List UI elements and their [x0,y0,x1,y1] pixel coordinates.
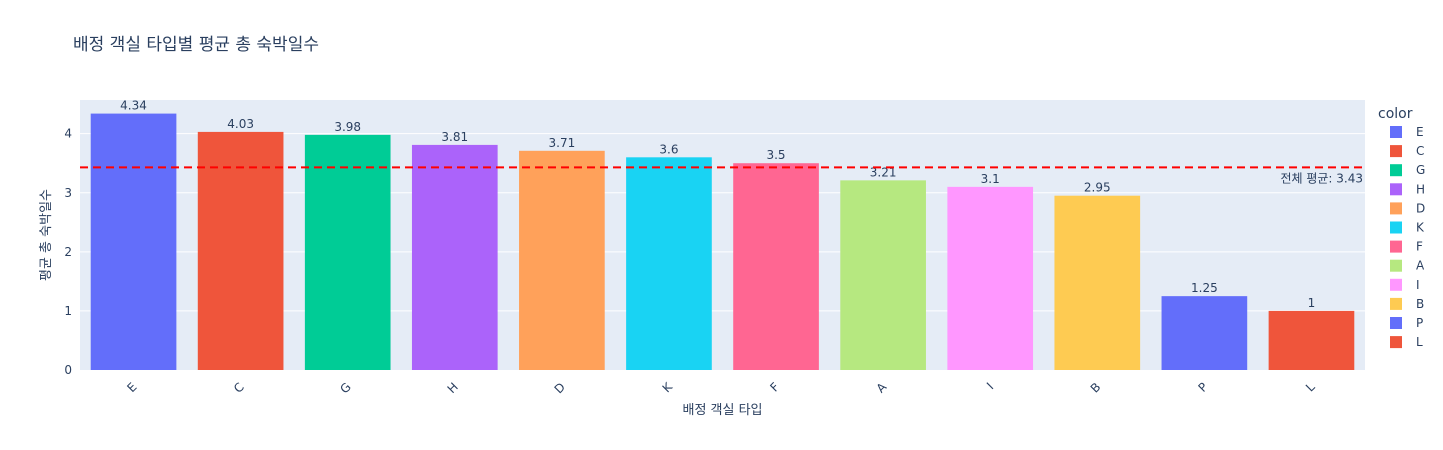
x-tick-label: F [767,380,782,395]
legend-swatch-G [1390,164,1402,177]
bar-C [197,131,284,370]
x-tick-label: E [124,380,139,395]
x-tick-label: C [231,380,247,396]
y-tick-label: 4 [64,127,72,141]
bar-value-label: 1 [1308,296,1316,310]
x-axis-title: 배정 객실 타입 [682,403,762,418]
bar-H [411,144,498,370]
bar-A [840,180,926,370]
average-annotation: 전체 평균: 3.43 [1280,171,1363,185]
y-tick-label: 3 [64,186,72,200]
bar-I [947,186,1034,370]
x-tick-label: A [874,379,890,395]
legend-swatch-E [1390,126,1402,138]
legend-swatch-D [1390,202,1402,215]
legend-entry: B [1416,297,1424,311]
y-axis-title: 평균 총 숙박일수 [39,189,54,281]
legend-swatch-K [1390,221,1402,234]
chart-title: 배정 객실 타입별 평균 총 숙박일수 [73,35,319,55]
legend-entry: P [1416,316,1423,330]
legend-swatch-F [1390,240,1402,253]
legend-entry: G [1416,163,1425,177]
legend-swatch-B [1390,297,1402,310]
bar-B [1054,195,1141,370]
bar-G [304,134,391,370]
bar-value-label: 4.34 [120,99,147,113]
bar-value-label: 3.5 [766,148,785,162]
x-tick-label: G [337,380,353,396]
legend-title: color [1378,106,1413,122]
legend-swatch-I [1390,278,1402,291]
x-tick-label: L [1303,380,1318,395]
bar-value-label: 3.71 [549,136,576,150]
x-tick-label: D [552,380,568,396]
legend-entry: E [1416,125,1424,139]
y-tick-label: 1 [64,304,72,318]
legend-swatch-C [1390,145,1402,158]
legend-entry: D [1416,201,1425,215]
x-tick-label: P [1195,380,1210,395]
bar-D [519,150,605,370]
legend-entry: C [1416,144,1424,158]
y-tick-label: 0 [64,363,72,377]
bar-E [90,113,177,370]
x-tick-label: K [660,379,676,395]
legend-swatch-P [1390,317,1402,329]
legend-entry: K [1416,221,1425,235]
bar-labels: 4.34 4.03 3.98 3.81 3.71 3.6 3.5 3.21 3.1 2.95 1.2… [120,99,1315,310]
bar-F [733,163,819,370]
x-tick-label: B [1088,380,1104,396]
bar-L [1268,310,1355,370]
bar-value-label: 4.03 [227,117,254,131]
legend-swatch-A [1390,259,1402,272]
bar-value-label: 2.95 [1084,181,1111,195]
bars [90,113,1355,370]
legend-swatch-L [1390,336,1402,349]
bar-value-label: 3.21 [870,165,897,179]
legend-entry: A [1416,259,1425,273]
bar-P [1161,296,1248,370]
bar-value-label: 3.81 [441,130,468,144]
y-axis-ticks: 0 1 2 3 4 [64,127,72,377]
legend-swatch-H [1390,183,1402,196]
x-tick-label: I [984,380,996,392]
legend-entry: I [1416,278,1420,292]
legend-entry: L [1416,335,1423,349]
gridlines [80,133,1365,312]
y-tick-label: 2 [64,245,72,259]
x-tick-label: H [445,380,461,396]
bar-value-label: 3.98 [334,120,361,134]
legend-entry: F [1416,240,1423,254]
legend-entry: H [1416,182,1425,196]
bar-K [626,157,712,370]
bar-value-label: 3.1 [981,172,1000,186]
bar-value-label: 1.25 [1191,281,1218,295]
plot-area [80,100,1365,370]
bar-value-label: 3.6 [659,142,678,156]
